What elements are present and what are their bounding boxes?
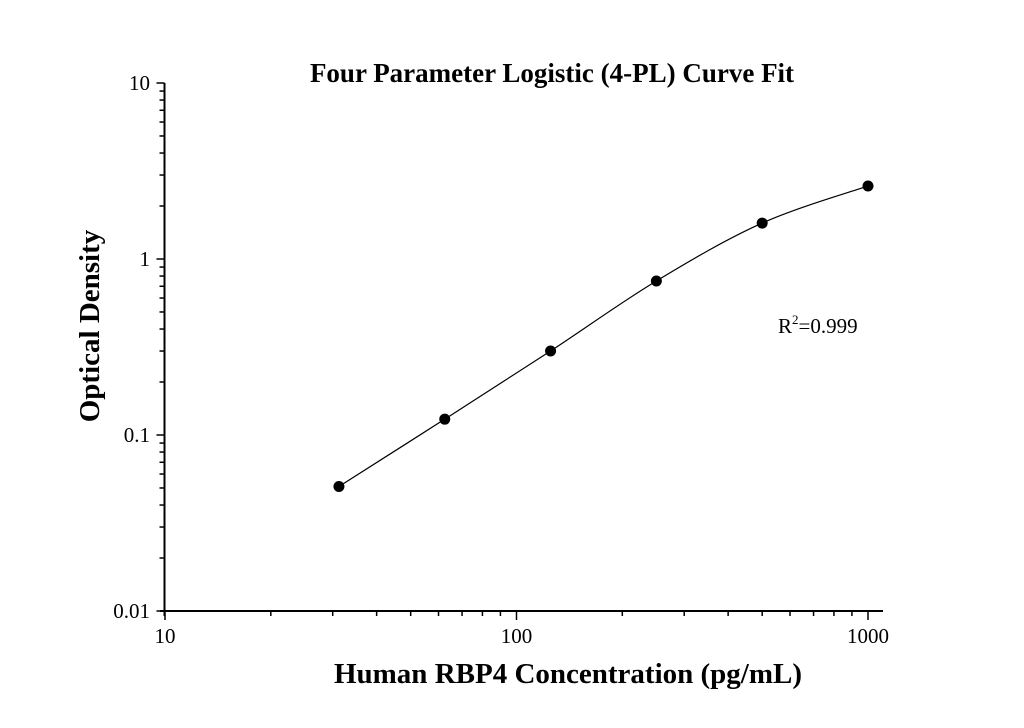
y-tick-label: 10 xyxy=(129,71,150,95)
x-ticks: 10 100 1000 xyxy=(155,611,889,648)
x-axis-label: Human RBP4 Concentration (pg/mL) xyxy=(334,658,802,690)
data-point xyxy=(756,217,768,229)
y-tick-label: 0.01 xyxy=(113,599,150,623)
r-squared-annotation: R2=0.999 xyxy=(778,312,858,338)
data-point xyxy=(439,413,451,425)
x-tick-label: 100 xyxy=(501,624,533,648)
data-point xyxy=(333,480,345,492)
data-point xyxy=(650,275,662,287)
axes: 0.01 0.1 1 10 10 100 1000 xyxy=(113,71,889,648)
data-points xyxy=(333,180,874,492)
x-tick-label: 1000 xyxy=(847,624,889,648)
fit-curve xyxy=(338,185,869,487)
y-axis-label: Optical Density xyxy=(74,229,106,422)
chart-title: Four Parameter Logistic (4-PL) Curve Fit xyxy=(310,58,794,88)
data-point xyxy=(545,345,557,357)
y-tick-label: 1 xyxy=(140,247,151,271)
x-tick-label: 10 xyxy=(155,624,176,648)
y-tick-label: 0.1 xyxy=(124,423,150,447)
data-point xyxy=(862,180,874,192)
y-ticks: 0.01 0.1 1 10 xyxy=(113,71,165,623)
